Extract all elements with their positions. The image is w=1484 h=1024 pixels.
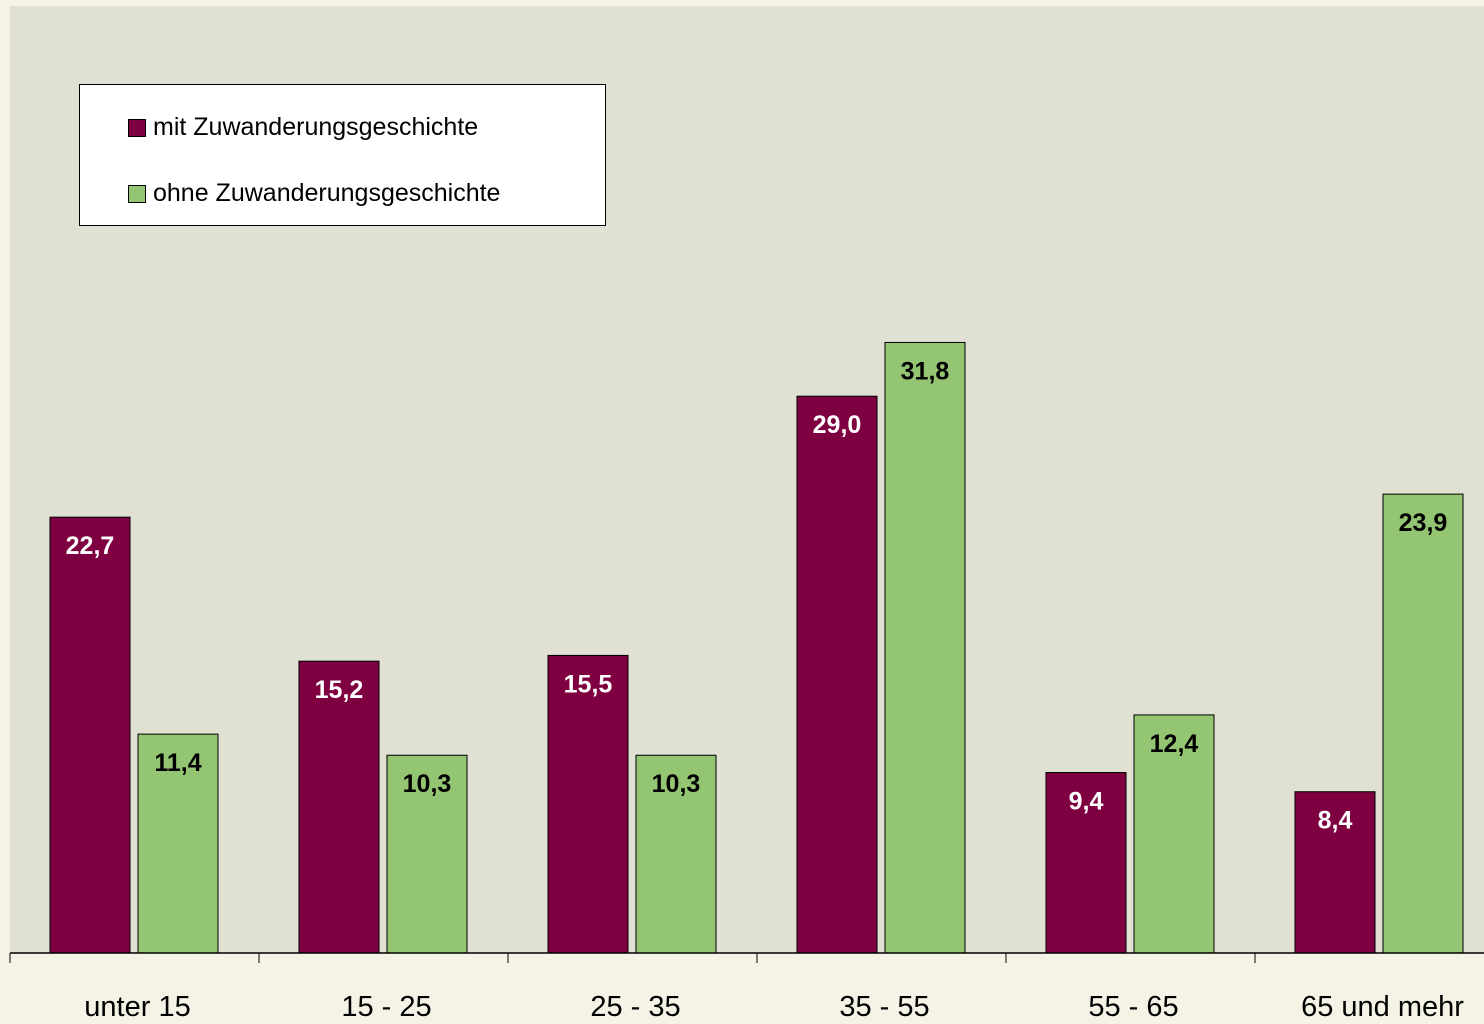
legend-item-ohne: ohne Zuwanderungsgeschichte [128, 179, 500, 208]
data-label-ohne-3: 31,8 [901, 357, 950, 385]
bar-mit-2 [547, 654, 629, 954]
x-tick-label-3: 35 - 55 [839, 991, 929, 1023]
x-tick-label-4: 55 - 65 [1088, 991, 1178, 1023]
bar-mit-1 [298, 660, 380, 954]
legend-swatch-mit [128, 118, 146, 137]
bar-mit-3 [796, 395, 878, 954]
x-tick-label-1: 15 - 25 [341, 991, 431, 1023]
legend-label-ohne: ohne Zuwanderungsgeschichte [153, 179, 501, 207]
legend-swatch-ohne [128, 184, 146, 203]
bar-ohne-5 [1382, 493, 1464, 954]
data-label-mit-1: 15,2 [315, 676, 364, 704]
data-label-ohne-5: 23,9 [1399, 509, 1448, 537]
data-label-mit-5: 8,4 [1318, 807, 1353, 835]
bar-mit-4 [1045, 772, 1127, 954]
data-label-mit-0: 22,7 [66, 532, 115, 560]
legend-label-mit: mit Zuwanderungsgeschichte [153, 113, 479, 141]
data-label-ohne-1: 10,3 [403, 770, 452, 798]
data-labels-layer: 22,7 11,4 15,2 10,3 15,5 10,3 29,0 31,8 9,4 12,4 8… [66, 357, 1448, 834]
data-label-mit-2: 15,5 [564, 670, 613, 698]
data-label-ohne-0: 11,4 [154, 749, 201, 777]
data-label-ohne-2: 10,3 [652, 770, 701, 798]
bars-layer [49, 341, 1464, 954]
x-axis-labels: unter 15 15 - 25 25 - 35 35 - 55 55 - 65 65 u… [84, 991, 1464, 1023]
bar-ohne-0 [137, 733, 219, 954]
bar-ohne-1 [386, 754, 468, 954]
data-label-mit-4: 9,4 [1069, 788, 1104, 816]
x-tick-label-2: 25 - 35 [590, 991, 680, 1023]
bar-ohne-3 [884, 341, 966, 954]
legend: mit Zuwanderungsgeschichte ohne Zuwander… [79, 84, 606, 226]
x-tick-label-5: 65 und mehr [1301, 991, 1464, 1023]
data-label-ohne-4: 12,4 [1150, 730, 1199, 758]
x-tick-label-0: unter 15 [84, 991, 190, 1023]
bar-mit-0 [49, 516, 131, 954]
data-label-mit-3: 29,0 [813, 411, 862, 439]
legend-item-mit: mit Zuwanderungsgeschichte [128, 113, 478, 142]
bar-ohne-4 [1133, 714, 1215, 954]
x-axis-ticks [9, 953, 1256, 963]
